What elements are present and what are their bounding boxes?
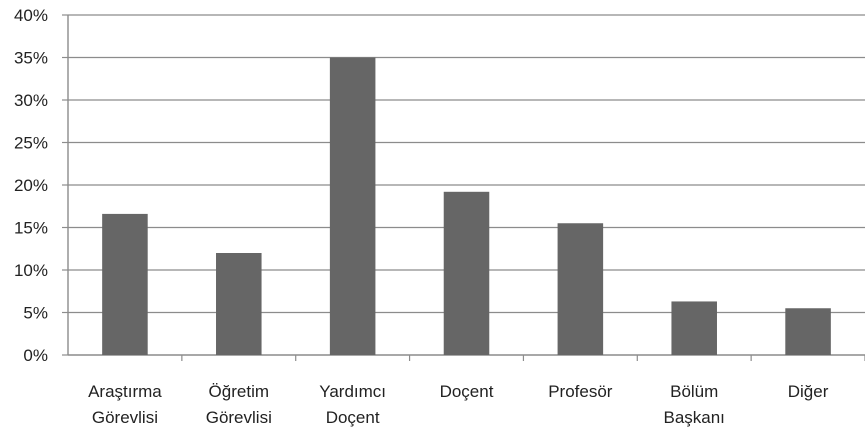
y-tick-label: 5% [23, 304, 48, 323]
x-category-label: Yardımcı Doçent [319, 382, 386, 427]
x-category-label-line: Profesör [548, 382, 613, 401]
x-category-labels: Araştırma Görevlisi Öğretim Görevlisi Yardım… [88, 382, 829, 427]
y-tick-label: 25% [14, 134, 48, 153]
x-category-label-line: Araştırma [88, 382, 162, 401]
bar [102, 213, 148, 355]
x-category-label: Araştırma Görevlisi [88, 382, 162, 427]
y-tick-label: 35% [14, 49, 48, 68]
bar [443, 191, 490, 355]
y-tick-label: 20% [14, 176, 48, 195]
y-tick-labels: 0% 5% 10% 15% 20% 25% 30% 35% 40% [14, 6, 48, 365]
x-category-label-line: Doçent [326, 408, 380, 427]
x-category-label-line: Diğer [788, 382, 829, 401]
x-category-label: Öğretim Görevlisi [206, 382, 272, 427]
y-tick-label: 40% [14, 6, 48, 25]
y-tick-label: 10% [14, 261, 48, 280]
x-category-label-line: Görevlisi [206, 408, 272, 427]
x-category-label: Bölüm Başkanı [663, 382, 724, 427]
bar [557, 223, 604, 355]
bars [102, 57, 831, 355]
y-tick-label: 30% [14, 91, 48, 110]
x-category-label-line: Başkanı [663, 408, 724, 427]
x-category-label-line: Yardımcı [319, 382, 386, 401]
x-category-label: Doçent [440, 382, 494, 401]
bar [671, 301, 717, 355]
x-category-label: Profesör [548, 382, 613, 401]
x-category-label-line: Öğretim [209, 382, 269, 401]
x-category-label-line: Bölüm [670, 382, 718, 401]
y-tick-label: 0% [23, 346, 48, 365]
bar [216, 253, 262, 355]
x-category-label-line: Doçent [440, 382, 494, 401]
x-category-label-line: Görevlisi [92, 408, 158, 427]
bar [329, 57, 376, 355]
x-category-label: Diğer [788, 382, 829, 401]
y-tick-label: 15% [14, 219, 48, 238]
bar [785, 308, 831, 355]
